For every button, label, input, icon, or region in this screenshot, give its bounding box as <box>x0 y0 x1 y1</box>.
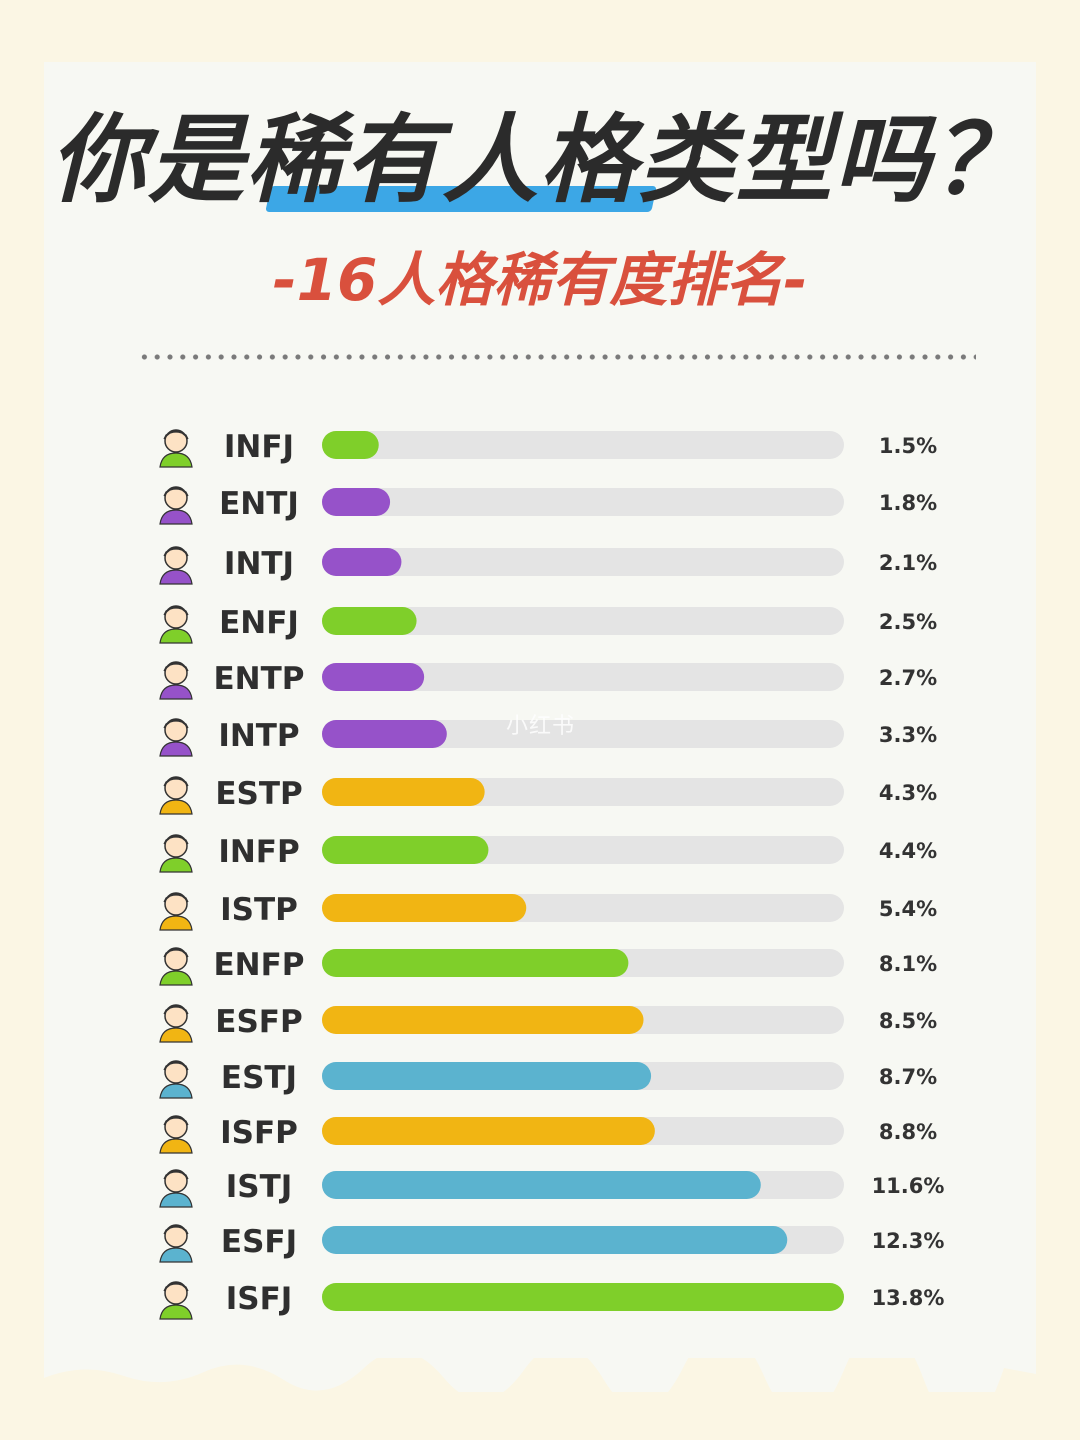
bar-track <box>322 720 844 748</box>
avatar-icon <box>159 1281 193 1320</box>
avatar-icon <box>159 834 193 873</box>
dotted-divider <box>138 354 976 360</box>
value-label: 8.7% <box>879 1065 937 1089</box>
value-label: 2.7% <box>879 666 937 690</box>
category-label: INFJ <box>224 429 294 465</box>
torn-paper-edge <box>44 1358 1036 1440</box>
bar-track <box>322 663 844 691</box>
bar-track <box>322 607 844 635</box>
bar <box>322 488 391 516</box>
avatar-icon <box>159 718 193 757</box>
value-label: 2.5% <box>879 610 937 634</box>
bar <box>322 1226 788 1254</box>
avatar-icon <box>159 605 193 644</box>
category-label: ENTJ <box>219 486 299 522</box>
avatar-icon <box>159 546 193 585</box>
bar <box>322 607 417 635</box>
value-label: 1.5% <box>879 434 937 458</box>
bar <box>322 431 379 459</box>
category-label: ESTJ <box>221 1060 297 1096</box>
avatar-icon <box>159 1224 193 1263</box>
value-label: 2.1% <box>879 551 937 575</box>
value-label: 5.4% <box>879 897 937 921</box>
value-label: 4.4% <box>879 839 937 863</box>
value-label: 12.3% <box>872 1229 945 1253</box>
bar <box>322 548 402 576</box>
bar <box>322 836 489 864</box>
bar <box>322 778 485 806</box>
bar-track <box>322 488 844 516</box>
category-label: ENFJ <box>219 605 299 641</box>
bar <box>322 1062 652 1090</box>
value-label: 1.8% <box>879 491 937 515</box>
avatar-icon <box>159 1060 193 1099</box>
avatar-icon <box>159 892 193 931</box>
value-label: 8.8% <box>879 1120 937 1144</box>
category-label: ISFJ <box>226 1281 293 1317</box>
value-label: 4.3% <box>879 781 937 805</box>
avatar-icon <box>159 486 193 525</box>
avatar-icon <box>159 947 193 986</box>
watermark: 小红书 <box>506 714 576 739</box>
value-label: 8.5% <box>879 1009 937 1033</box>
value-label: 8.1% <box>879 952 937 976</box>
bar <box>322 663 425 691</box>
bar <box>322 1171 761 1199</box>
bar <box>322 894 527 922</box>
category-label: ENFP <box>213 947 304 983</box>
category-label: ESFJ <box>221 1224 297 1260</box>
bar-track <box>322 431 844 459</box>
avatar-icon <box>159 661 193 700</box>
category-label: ESTP <box>215 776 302 812</box>
bar <box>322 1283 844 1311</box>
avatar-icon <box>159 1115 193 1154</box>
avatar-icon <box>159 429 193 468</box>
page-subtitle: -16人格稀有度排名- <box>272 246 808 314</box>
category-label: ESFP <box>215 1004 302 1040</box>
avatar-icon <box>159 1169 193 1208</box>
category-label: ISTP <box>220 892 298 928</box>
bar <box>322 720 447 748</box>
category-label: INFP <box>218 834 299 870</box>
value-label: 11.6% <box>872 1174 945 1198</box>
avatar-icon <box>159 1004 193 1043</box>
category-label: INTP <box>218 718 299 754</box>
category-label: INTJ <box>224 546 294 582</box>
value-label: 13.8% <box>872 1286 945 1310</box>
page-title: 你是稀有人格类型吗？ <box>50 104 1030 216</box>
bar <box>322 1117 655 1145</box>
category-label: ENTP <box>214 661 305 697</box>
category-label: ISFP <box>220 1115 298 1151</box>
avatar-icon <box>159 776 193 815</box>
value-label: 3.3% <box>879 723 937 747</box>
bar <box>322 949 629 977</box>
bar <box>322 1006 644 1034</box>
category-label: ISTJ <box>226 1169 293 1205</box>
bar-track <box>322 548 844 576</box>
